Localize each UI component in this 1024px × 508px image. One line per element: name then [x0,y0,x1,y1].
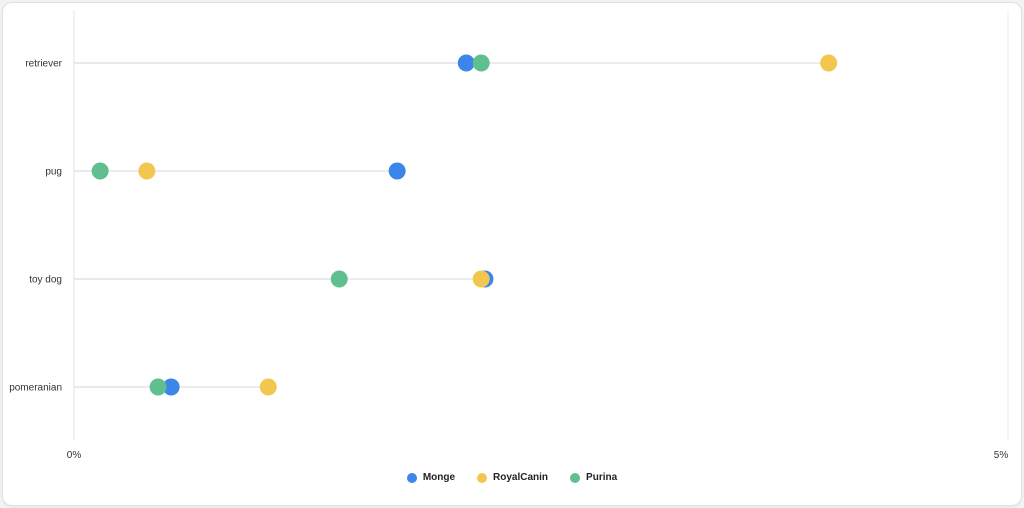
legend-item-purina[interactable]: Purina [570,472,617,483]
data-point-purina [330,270,348,288]
data-point-monge [162,378,180,396]
data-point-monge [388,162,406,180]
legend-swatch [406,472,417,483]
data-point-purina [91,162,109,180]
data-point-royalcanin [472,270,490,288]
data-point-royalcanin [138,162,156,180]
legend-item-royalcanin[interactable]: RoyalCanin [477,472,548,483]
data-point-purina [472,54,490,72]
data-point-purina [149,378,167,396]
x-tick-label: 5% [994,450,1009,461]
data-point-monge [457,54,475,72]
y-tick-label: toy dog [29,275,62,286]
legend: Monge RoyalCanin Purina [0,472,1024,483]
x-tick-label: 0% [67,450,82,461]
y-tick-label: retriever [25,59,62,70]
legend-label: RoyalCanin [493,472,549,483]
legend-swatch [570,472,581,483]
y-tick-label: pug [45,167,62,178]
legend-label: Purina [586,472,618,483]
legend-item-monge[interactable]: Monge [406,472,456,483]
legend-label: Monge [422,472,456,483]
legend-swatch [477,472,488,483]
data-point-royalcanin [820,54,838,72]
data-point-royalcanin [259,378,277,396]
y-tick-label: pomeranian [9,383,62,394]
